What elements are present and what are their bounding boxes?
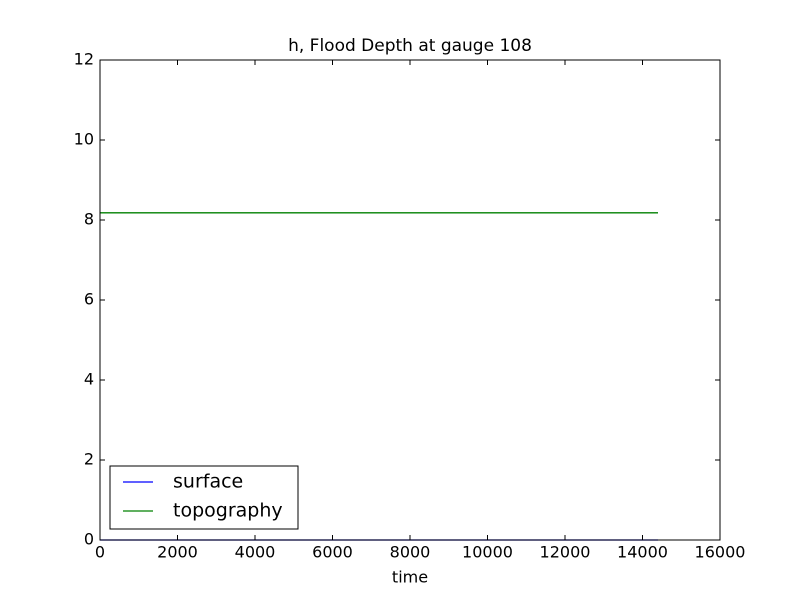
x-tick-label: 0 [95,543,105,562]
y-tick-label: 12 [74,50,94,69]
x-tick-label: 6000 [312,543,353,562]
y-tick-label: 8 [84,210,94,229]
y-tick-label: 0 [84,530,94,549]
y-tick-label: 10 [74,130,94,149]
y-tick-label: 2 [84,450,94,469]
legend-label: surface [173,471,243,493]
x-tick-label: 10000 [462,543,513,562]
x-axis-label: time [392,568,428,587]
x-tick-label: 16000 [695,543,746,562]
y-tick-label: 6 [84,290,94,309]
y-tick-label: 4 [84,370,94,389]
legend: surface topography [109,465,299,530]
legend-box [109,465,299,530]
x-tick-label: 2000 [157,543,198,562]
chart-title: h, Flood Depth at gauge 108 [288,36,532,56]
legend-label: topography [173,500,283,522]
x-tick-label: 14000 [617,543,668,562]
x-tick-label: 4000 [235,543,276,562]
x-tick-label: 12000 [540,543,591,562]
x-tick-label: 8000 [390,543,431,562]
